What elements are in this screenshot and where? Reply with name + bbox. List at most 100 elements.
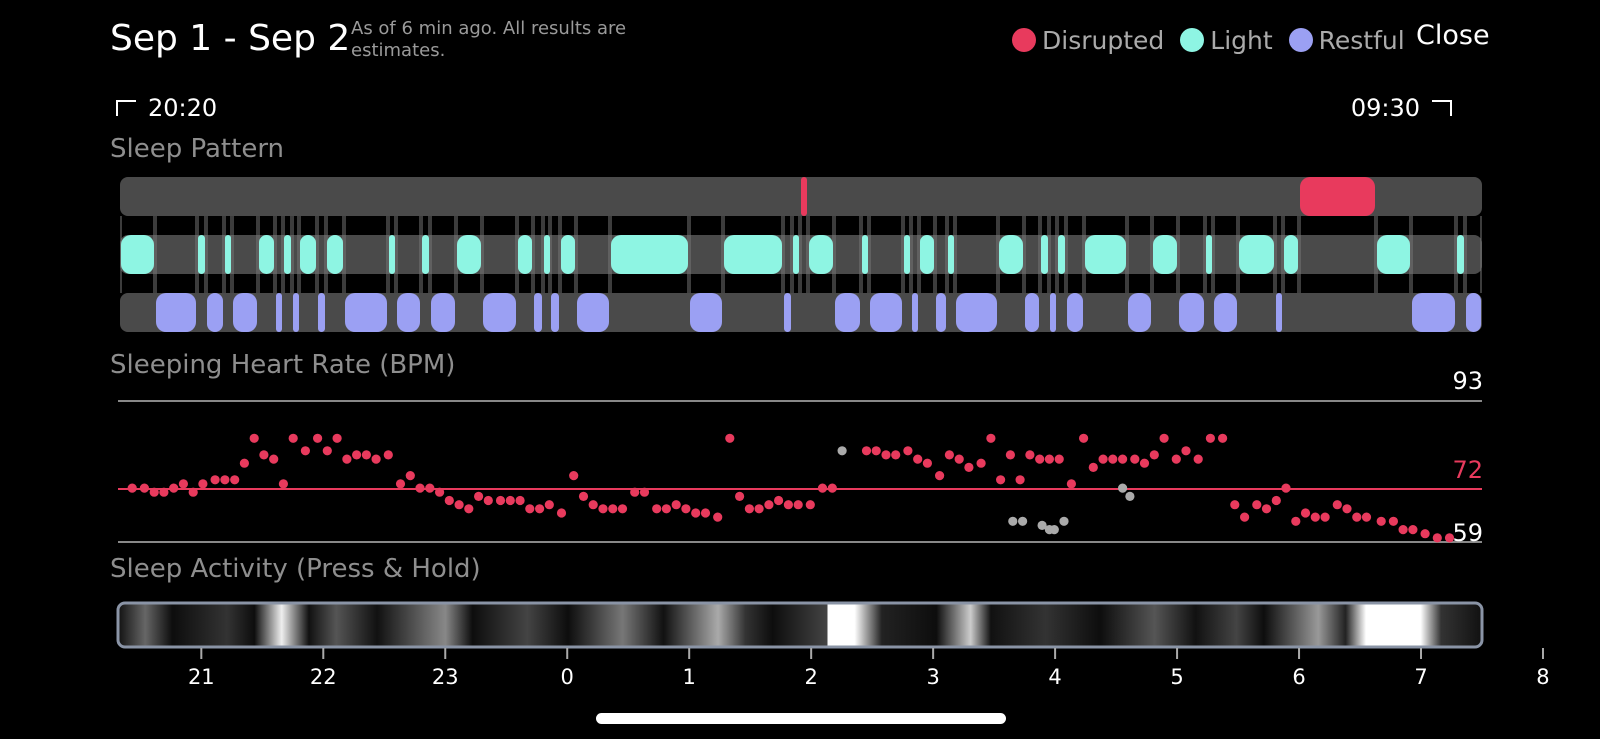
hr-avg-label: 72 — [1452, 456, 1483, 484]
hr-point — [827, 483, 837, 493]
hr-point — [986, 433, 996, 443]
hr-point — [639, 487, 650, 497]
hr-point — [198, 479, 208, 489]
restful-segment — [1276, 293, 1282, 332]
light-segment — [561, 235, 575, 274]
hr-point — [891, 450, 901, 460]
hr-point — [964, 462, 974, 472]
hr-point-gray — [837, 446, 847, 456]
hr-point — [1291, 516, 1301, 526]
legend-label: Light — [1210, 25, 1273, 55]
hr-point — [661, 504, 672, 514]
hr-point — [1159, 433, 1169, 443]
hr-point — [1108, 454, 1118, 464]
hr-point — [793, 500, 803, 510]
light-segment — [611, 235, 688, 274]
hr-point — [1171, 454, 1181, 464]
hr-point — [871, 446, 881, 456]
restful-segment — [318, 293, 325, 332]
hour-ticks: 2122230123456789 — [188, 648, 1550, 689]
hr-point-gray — [1037, 520, 1047, 531]
restful-segment — [1179, 293, 1204, 332]
hr-point — [332, 433, 342, 443]
hr-point — [671, 500, 681, 510]
hr-point — [1361, 512, 1372, 522]
hr-point — [1218, 433, 1228, 443]
restful-segment — [1025, 293, 1039, 332]
hr-point — [598, 504, 608, 514]
home-indicator[interactable] — [596, 713, 1006, 724]
light-segment — [544, 235, 550, 274]
hr-point — [515, 495, 525, 506]
hr-point — [259, 450, 269, 460]
light-segment — [518, 235, 532, 274]
hr-point — [1005, 450, 1016, 460]
hr-point — [383, 450, 393, 460]
hr-point — [1320, 512, 1330, 522]
light-segment — [904, 235, 910, 274]
hr-max-label: 93 — [1452, 367, 1483, 395]
hr-point — [1271, 495, 1281, 506]
hr-point — [725, 433, 735, 443]
hr-point — [1015, 475, 1025, 485]
hr-point — [805, 500, 815, 510]
hr-point — [415, 483, 425, 493]
restful-segment — [483, 293, 516, 332]
hr-point — [1139, 458, 1150, 468]
restful-segment — [534, 293, 542, 332]
hr-point-gray — [1059, 516, 1069, 526]
hr-point — [159, 487, 169, 497]
status-subtitle: As of 6 min ago. All results are estimat… — [351, 18, 627, 61]
hr-point — [996, 475, 1006, 485]
hr-point — [588, 500, 598, 510]
light-segment — [999, 235, 1023, 274]
hr-point — [535, 504, 545, 514]
hour-tick-label: 8 — [1536, 665, 1549, 689]
disrupted-segment — [801, 177, 807, 216]
hr-point — [700, 508, 711, 518]
hr-points — [127, 433, 1455, 543]
hr-point — [278, 479, 288, 489]
close-button[interactable]: Close — [1416, 20, 1490, 51]
hr-point — [976, 458, 986, 468]
restful-segment — [835, 293, 860, 332]
hr-point — [405, 471, 415, 481]
hr-point — [371, 454, 381, 464]
hr-point — [1098, 454, 1108, 464]
activity-strip[interactable] — [116, 601, 1484, 649]
hr-point — [322, 446, 332, 456]
hour-tick-label: 23 — [432, 665, 459, 689]
hr-point — [817, 483, 828, 493]
hr-point — [288, 433, 298, 443]
light-segment — [389, 235, 395, 274]
hr-point — [1118, 454, 1128, 464]
hr-point — [764, 500, 774, 510]
hr-point — [1332, 500, 1342, 510]
hr-point — [139, 483, 149, 493]
light-segment — [948, 235, 954, 274]
hr-point — [352, 450, 362, 460]
hr-point — [425, 483, 435, 493]
legend-label: Restful — [1318, 25, 1405, 55]
hr-point — [754, 504, 764, 514]
hr-point — [1300, 508, 1311, 518]
legend-label: Disrupted — [1042, 25, 1165, 55]
light-segment — [1206, 235, 1212, 274]
hr-point — [1310, 512, 1320, 522]
hr-point — [149, 487, 159, 497]
hour-tick-label: 21 — [188, 665, 215, 689]
restful-segment — [577, 293, 609, 332]
light-segment — [300, 235, 316, 274]
light-segment — [1041, 235, 1048, 274]
hour-tick-label: 22 — [310, 665, 337, 689]
hr-point — [1388, 516, 1398, 526]
hour-tick-label: 3 — [926, 665, 939, 689]
hr-point — [395, 479, 406, 489]
time-range-start: 20:20 — [116, 94, 217, 122]
hr-point — [1420, 529, 1430, 539]
hr-point — [608, 504, 618, 514]
light-segment — [1058, 235, 1065, 274]
hr-point — [954, 454, 964, 464]
light-segment — [1377, 235, 1410, 274]
hr-point — [230, 475, 240, 485]
